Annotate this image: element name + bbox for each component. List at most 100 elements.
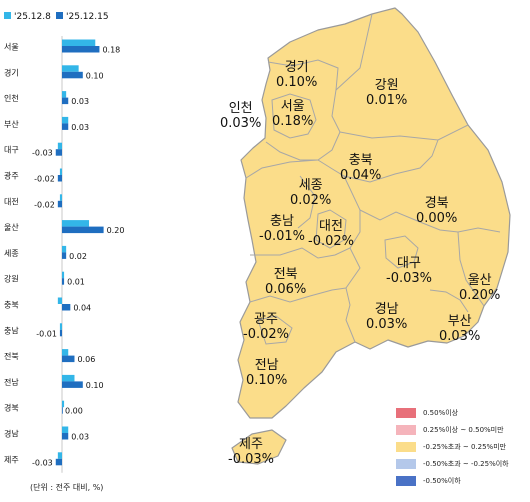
bar-curr [62,355,75,363]
data-label: 0.03 [71,433,89,442]
bar-prev [59,323,62,330]
map-label-seoul: 서울 0.18% [272,99,313,129]
category-label: 서울 [4,43,19,52]
bar-curr [62,252,67,259]
bar-curr [55,458,62,466]
bar-prev [62,65,79,72]
map-region-name: 부산 [447,314,472,329]
category-label: 제주 [4,455,19,464]
map-region-value: 0.10% [246,373,288,388]
legend-item: 0.50%이상 [396,404,509,421]
data-label: 0.02 [69,252,87,261]
map-region-value: 0.03% [220,116,262,131]
map-label-gangwon: 강원 0.01% [366,78,407,108]
map-land [231,7,511,465]
map-label-jeonnam: 전남 0.10% [246,358,287,388]
jeju-island [231,429,287,465]
map-label-sejong: 세종 0.02% [290,178,331,208]
map-region-name: 경기 [284,60,309,75]
bar-curr [62,433,69,440]
bar-curr [62,226,104,234]
data-label: 0.04 [73,304,91,313]
map-region-name: 인천 [228,101,253,116]
unit-note: (단위 : 전주 대비, %) [30,483,104,492]
category-label: 세종 [4,249,19,258]
map-region-name: 경북 [424,196,449,211]
bar-prev [62,374,75,382]
province-borders [245,13,501,345]
data-label: -0.01 [36,329,57,338]
map-label-gyeongbuk: 경북 0.00% [416,196,457,226]
bar-curr [62,381,83,388]
bar-curr [62,46,100,53]
category-label: 인천 [4,93,19,103]
map-region-name: 경남 [374,302,399,317]
legend-swatch [4,12,11,19]
bar-prev [62,91,67,98]
bar-chart: '25.12.8 '25.12.15 서울 0.18 경기 0.10 인천 0.03 부산 0.0… [4,12,124,473]
map-region-name: 대전 [319,219,343,234]
map-region-name: 충남 [270,214,294,229]
map-region-value: 0.02% [290,193,332,208]
legend-label: 0.25%이상 ~ 0.50%미만 [423,425,504,434]
map-label-chungnam: 충남 -0.01% [259,214,305,244]
legend-label: '25.12.8 [14,12,51,22]
data-label: 0.01 [67,278,85,287]
bar-curr [62,278,65,285]
category-label: 충북 [4,301,19,310]
category-label: 충남 [4,326,19,335]
map-region-name: 광주 [254,312,278,327]
map-region-value: 0.20% [459,288,501,303]
bar-prev [59,168,62,175]
bar-prev [62,245,67,253]
data-label: 0.06 [77,355,95,364]
bar-prev [62,116,69,124]
bar-curr [57,200,62,208]
bar-curr [57,175,62,182]
data-label: -0.02 [34,200,55,209]
category-label: 경기 [4,67,19,77]
category-label: 울산 [4,222,19,232]
map-legend: 0.50%이상 0.25%이상 ~ 0.50%미만 -0.25%초과 ~ 0.2… [396,404,509,489]
bar-curr [62,123,69,130]
data-label: -0.03 [32,149,53,158]
map-region-name: 울산 [467,273,492,288]
legend-swatch [396,458,416,469]
legend-label: 0.50%이상 [423,408,459,417]
bar-curr [62,71,83,79]
bar-curr [62,304,71,311]
bar-prev [62,426,69,433]
map-region-name: 전남 [254,358,279,373]
map-label-busan: 부산 0.03% [439,314,480,344]
category-label: 강원 [4,274,19,284]
legend-item: -0.25%초과 ~ 0.25%미만 [396,438,509,455]
map-label-daegu: 대구 -0.03% [386,256,432,286]
map-label-incheon: 인천 0.03% [220,101,261,131]
bar-curr [59,329,62,337]
map-region-value: -0.02% [308,234,354,249]
mainland-outline [237,7,511,419]
category-label: 광주 [4,171,19,181]
bar-prev [57,452,62,459]
map-region-value: 0.01% [366,93,408,108]
legend-label: -0.50%이하 [423,476,461,485]
map-region-value: -0.03% [228,452,274,467]
map-region-value: 0.04% [340,168,382,183]
category-label: 전남 [4,377,19,387]
legend-label: -0.25%초과 ~ 0.25%미만 [423,442,507,451]
map-region-value: 0.00% [416,211,458,226]
data-label: 0.00 [65,407,83,416]
category-label: 부산 [4,119,19,129]
bar-prev [57,297,62,304]
map-region-value: -0.03% [386,271,432,286]
map-region-name: 전북 [273,267,298,282]
bar-prev [57,142,62,150]
map-label-daejeon: 대전 -0.02% [308,219,354,249]
category-label: 대전 [4,196,19,206]
data-label: 0.03 [71,97,89,106]
bar-prev [62,400,65,408]
legend-swatch [56,12,63,19]
map-region-name: 제주 [239,437,263,452]
data-label: 0.10 [86,71,104,80]
legend-swatch [396,407,416,418]
